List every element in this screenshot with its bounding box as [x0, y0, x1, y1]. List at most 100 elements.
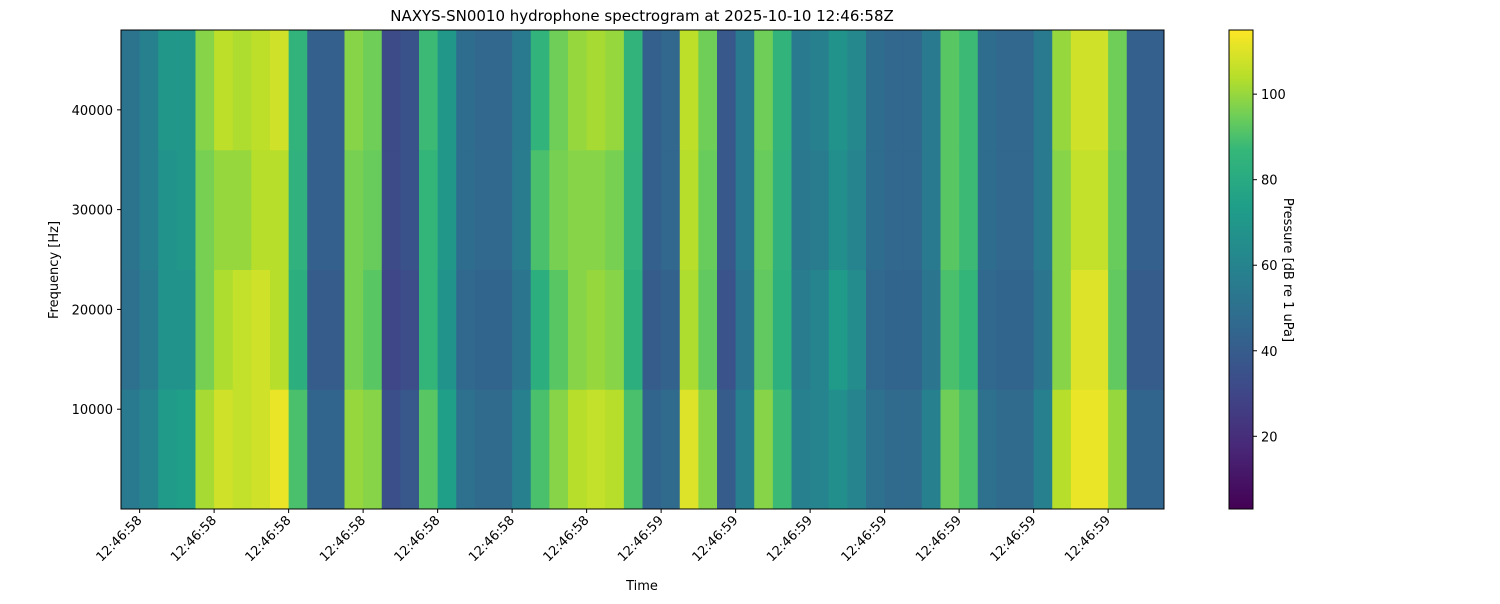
colorbar-tick-label: 80 [1261, 174, 1278, 189]
heatmap-cell [940, 269, 960, 390]
heatmap-cell [251, 389, 271, 509]
heatmap-cell [791, 30, 811, 151]
x-tick-label: 12:46:59 [690, 513, 742, 565]
heatmap-cell [1052, 149, 1072, 270]
heatmap-cell [1089, 149, 1109, 270]
heatmap-cell [717, 269, 737, 390]
heatmap-cell [363, 269, 383, 390]
heatmap-cell [270, 389, 290, 509]
heatmap-cell [214, 389, 234, 509]
heatmap-cell [866, 389, 886, 509]
heatmap-cell [419, 389, 439, 509]
y-tick-label: 10000 [72, 403, 113, 418]
heatmap-cell [437, 389, 457, 509]
heatmap-cell [735, 30, 755, 151]
heatmap-cell [1126, 149, 1146, 270]
heatmap-cell [381, 30, 401, 151]
heatmap-cell [251, 30, 271, 151]
heatmap-cell [456, 269, 476, 390]
x-tick-label: 12:46:58 [466, 513, 518, 565]
heatmap-cell [363, 30, 383, 151]
heatmap-cell [363, 389, 383, 509]
heatmap-cell [977, 30, 997, 151]
colorbar-tick-label: 20 [1261, 430, 1278, 445]
heatmap-cell [735, 149, 755, 270]
heatmap-cell [735, 389, 755, 509]
heatmap-cell [884, 149, 904, 270]
heatmap-cell [977, 269, 997, 390]
heatmap-cell [381, 269, 401, 390]
heatmap-cell [493, 149, 513, 270]
heatmap-cell [325, 389, 345, 509]
heatmap-cell [996, 30, 1016, 151]
heatmap-cell [139, 30, 159, 151]
heatmap-cell [176, 30, 196, 151]
heatmap-cell [623, 30, 643, 151]
heatmap-cell [363, 149, 383, 270]
heatmap-cell [1145, 269, 1164, 390]
heatmap-cell [1033, 149, 1053, 270]
heatmap-cell [828, 269, 848, 390]
heatmap-cell [400, 149, 420, 270]
x-tick-label: 12:46:59 [913, 513, 965, 565]
heatmap-cell [549, 269, 569, 390]
heatmap-cell [884, 269, 904, 390]
heatmap-cell [325, 149, 345, 270]
heatmap-cell [270, 149, 290, 270]
heatmap-cell [605, 389, 625, 509]
heatmap-cell [1108, 149, 1128, 270]
heatmap-cell [474, 30, 494, 151]
heatmap-cell [176, 389, 196, 509]
heatmap-cell [1089, 269, 1109, 390]
heatmap-cell [456, 389, 476, 509]
heatmap-cell [679, 30, 699, 151]
heatmap-cell [866, 30, 886, 151]
heatmap-cell [810, 389, 830, 509]
heatmap-cell [810, 30, 830, 151]
heatmap-cell [474, 389, 494, 509]
heatmap-cell [437, 269, 457, 390]
heatmap-cell [1108, 269, 1128, 390]
heatmap-cell [1052, 269, 1072, 390]
heatmap-cell [1108, 389, 1128, 509]
x-tick-label: 12:46:59 [839, 513, 891, 565]
heatmap-cell [921, 269, 941, 390]
heatmap-cell [344, 30, 364, 151]
heatmap-cell [568, 269, 588, 390]
heatmap-cell [642, 30, 662, 151]
heatmap-cell [754, 389, 774, 509]
heatmap-cell [270, 30, 290, 151]
heatmap-cell [1108, 30, 1128, 151]
y-tick-label: 20000 [72, 303, 113, 318]
heatmap-cell [959, 149, 979, 270]
heatmap-cell [381, 149, 401, 270]
heatmap-cell [1015, 30, 1035, 151]
heatmap-cell [400, 269, 420, 390]
heatmap-cell [698, 389, 718, 509]
heatmap-cell [605, 269, 625, 390]
heatmap-cell [344, 149, 364, 270]
heatmap-cell [921, 149, 941, 270]
heatmap-cell [493, 30, 513, 151]
heatmap-cell [232, 30, 252, 151]
heatmap-cell [419, 269, 439, 390]
heatmap-cell [512, 149, 532, 270]
heatmap-cell [493, 269, 513, 390]
heatmap-cell [772, 149, 792, 270]
heatmap-cell [847, 149, 867, 270]
heatmap-cell [903, 389, 923, 509]
plot-frame [120, 29, 1165, 510]
heatmap-cell [139, 389, 159, 509]
heatmap-cell [1070, 30, 1090, 151]
heatmap-cell [679, 389, 699, 509]
heatmap-cell [921, 30, 941, 151]
heatmap-cell [977, 149, 997, 270]
heatmap-cell [512, 389, 532, 509]
heatmap-cell [605, 30, 625, 151]
heatmap-cell [232, 149, 252, 270]
heatmap-cell [437, 149, 457, 270]
heatmap-cell [1015, 149, 1035, 270]
heatmap-cell [903, 269, 923, 390]
heatmap-cell [530, 389, 550, 509]
heatmap-cell [121, 149, 141, 270]
